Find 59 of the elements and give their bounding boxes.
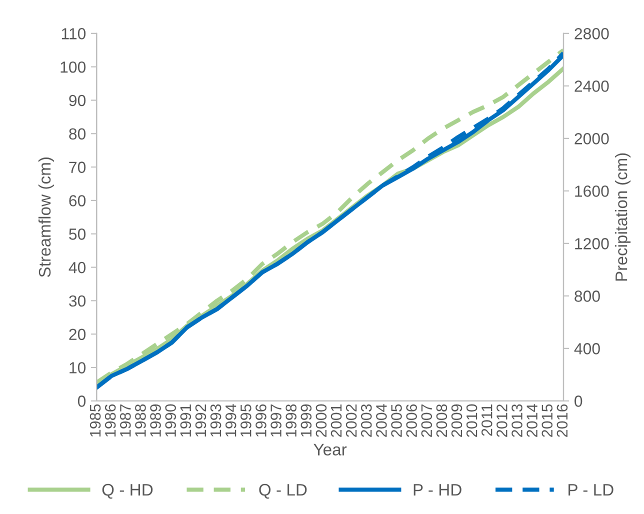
x-tick-label: 1994: [225, 404, 236, 437]
y-tick-label: 100: [60, 61, 86, 73]
x-tick-label: 2016: [556, 404, 568, 437]
y-tick-label: 40: [68, 262, 86, 274]
legend-label: P - LD: [568, 484, 614, 496]
y-tick-label: 80: [69, 128, 86, 140]
y2-tick-label: 2800: [574, 28, 609, 40]
x-tick-label: 2009: [451, 404, 462, 437]
x-tick-label: 2002: [346, 404, 357, 437]
y-tick-label: 10: [70, 362, 86, 374]
y-tick-label: 0: [78, 396, 86, 407]
x-tick-label: 2008: [436, 404, 448, 437]
y2-tick-label: 1600: [575, 186, 609, 197]
x-tick-label: 2010: [466, 404, 478, 437]
x-tick-label: 2001: [330, 404, 342, 437]
y-tick-label: 50: [69, 228, 86, 240]
y2-tick-label: 2000: [574, 133, 609, 144]
y-tick-label: 70: [69, 162, 86, 173]
y2-tick-label: 400: [574, 343, 600, 354]
y-tick-label: 90: [69, 94, 86, 106]
legend-label: P - HD: [414, 484, 462, 496]
x-tick-label: 1999: [300, 404, 312, 437]
y-tick-label: 60: [69, 195, 86, 206]
x-tick-label: 2013: [512, 404, 522, 437]
x-tick-label: 2003: [360, 404, 372, 437]
x-tick-label: 2011: [481, 404, 492, 436]
x-tick-label: 2012: [496, 404, 508, 437]
x-tick-label: 1987: [120, 404, 131, 437]
y-axis-title: Streamflow (cm): [38, 158, 54, 278]
x-tick-label: 1995: [240, 404, 252, 437]
x-tick-label: 2005: [391, 404, 402, 437]
y2-tick-label: 1200: [575, 238, 609, 250]
x-tick-label: 1991: [180, 404, 192, 437]
y-tick-label: 110: [62, 28, 86, 40]
x-tick-label: 1985: [90, 404, 101, 437]
y2-tick-label: 800: [574, 290, 600, 302]
x-tick-label: 2006: [406, 404, 417, 437]
legend-label: Q - LD: [259, 484, 307, 499]
y2-tick-label: 0: [574, 396, 582, 407]
y2-tick-label: 2400: [574, 80, 609, 92]
y-tick-label: 30: [69, 295, 86, 307]
legend-label: Q - HD: [102, 484, 153, 499]
x-tick-label: 2000: [316, 404, 327, 437]
y2-axis-title: Precipitation (cm): [615, 153, 631, 281]
x-tick-label: 2015: [542, 404, 553, 437]
x-tick-label: 1986: [104, 404, 116, 437]
y-tick-label: 20: [69, 328, 86, 340]
x-tick-label: 1997: [270, 404, 282, 437]
x-tick-label: 1988: [135, 404, 146, 437]
x-tick-label: 1996: [256, 404, 266, 437]
x-tick-label: 2007: [421, 404, 432, 437]
x-tick-label: 2004: [376, 404, 387, 437]
x-tick-label: 1992: [195, 404, 206, 437]
x-tick-label: 1993: [210, 404, 222, 437]
x-tick-label: 1990: [165, 404, 176, 437]
x-axis-title: Year: [314, 444, 347, 456]
x-tick-label: 1998: [286, 404, 296, 437]
x-tick-label: 2014: [526, 404, 538, 437]
x-tick-label: 1989: [150, 404, 161, 437]
